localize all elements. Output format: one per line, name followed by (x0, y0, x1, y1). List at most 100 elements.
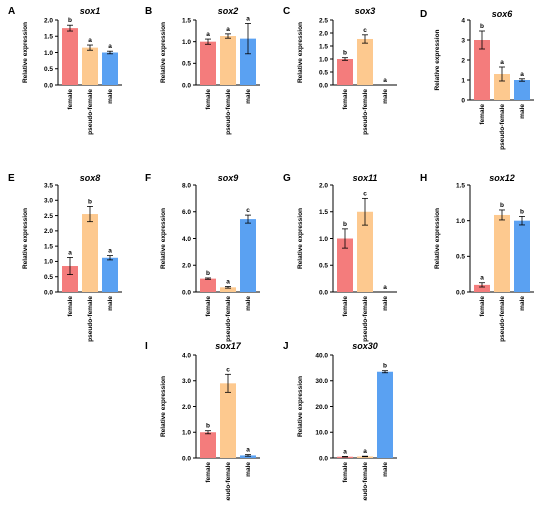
panel-label: H (420, 173, 427, 184)
y-tick-label: 0.5 (182, 61, 191, 68)
bar-male (102, 257, 118, 292)
panel-label: D (420, 9, 427, 20)
significance-letter: a (480, 275, 484, 282)
significance-letter: a (226, 26, 230, 33)
panel-label: E (8, 173, 15, 184)
y-tick-label: 0.0 (456, 289, 465, 296)
x-tick-label: pseudo-female (225, 462, 232, 501)
x-tick-label: male (245, 89, 252, 104)
y-tick-label: 2.0 (182, 263, 191, 270)
y-tick-label: 3.0 (182, 378, 191, 385)
y-tick-label: 3.5 (44, 182, 53, 189)
y-tick-label: 0.0 (44, 82, 53, 89)
bar-female (200, 432, 216, 458)
y-axis-label: Relative expression (297, 22, 304, 83)
bar-pseudo-female (357, 211, 373, 292)
y-tick-label: 1 (461, 77, 465, 84)
significance-letter: a (68, 249, 72, 256)
y-tick-label: 1.0 (319, 56, 328, 63)
x-tick-label: pseudo-female (87, 89, 94, 135)
y-tick-label: 1.0 (44, 259, 53, 266)
significance-letter: a (363, 448, 367, 455)
y-tick-label: 2.0 (44, 228, 53, 235)
panel-label: A (8, 6, 15, 17)
x-tick-label: female (205, 462, 212, 483)
y-tick-label: 2.0 (319, 30, 328, 37)
bar-male (514, 80, 530, 100)
significance-letter: a (108, 43, 112, 50)
significance-letter: a (343, 448, 347, 455)
significance-letter: b (68, 17, 72, 24)
y-axis-label: Relative expression (22, 208, 29, 269)
x-tick-label: male (245, 296, 252, 311)
chart-title: sox30 (352, 341, 378, 351)
y-axis-label: Relative expression (434, 208, 441, 269)
significance-letter: a (226, 279, 230, 286)
y-tick-label: 1.0 (182, 430, 191, 437)
panel-label: B (145, 6, 152, 17)
x-tick-label: female (479, 296, 486, 317)
bar-pseudo-female (220, 287, 236, 292)
y-tick-label: 0.0 (319, 82, 328, 89)
significance-letter: b (520, 208, 524, 215)
bar-female (474, 40, 490, 100)
y-tick-label: 1.0 (319, 236, 328, 243)
x-tick-label: female (479, 104, 486, 125)
x-tick-label: female (342, 296, 349, 317)
y-tick-label: 0.5 (319, 263, 328, 270)
chart-title: sox8 (80, 173, 101, 183)
x-tick-label: male (245, 462, 252, 477)
x-tick-label: pseudo-female (362, 89, 369, 135)
bar-female (337, 59, 353, 85)
bar-male (240, 455, 256, 458)
x-tick-label: pseudo-female (499, 104, 506, 150)
significance-letter: c (226, 366, 230, 373)
y-tick-label: 0.0 (319, 289, 328, 296)
y-tick-label: 4.0 (182, 352, 191, 359)
x-tick-label: pseudo-female (225, 89, 232, 135)
chart-title: sox3 (355, 6, 376, 16)
x-tick-label: female (342, 462, 349, 483)
y-tick-label: 4 (461, 17, 465, 24)
bar-male (102, 52, 118, 85)
bar-pseudo-female (82, 47, 98, 85)
y-axis-label: Relative expression (160, 22, 167, 83)
y-tick-label: 0 (461, 97, 465, 104)
significance-letter: b (88, 198, 92, 205)
significance-letter: a (520, 71, 524, 78)
y-tick-label: 20.0 (315, 404, 328, 411)
chart-title: sox6 (492, 9, 514, 19)
significance-letter: a (206, 31, 210, 38)
significance-letter: c (363, 27, 367, 34)
y-tick-label: 40.0 (315, 352, 328, 359)
bar-pseudo-female (220, 36, 236, 85)
panel-label: G (283, 173, 291, 184)
x-tick-label: female (342, 89, 349, 110)
y-tick-label: 3.0 (44, 198, 53, 205)
significance-letter: b (343, 50, 347, 57)
bar-pseudo-female (494, 74, 510, 100)
y-tick-label: 0.0 (319, 455, 328, 462)
panel-label: C (283, 6, 290, 17)
panel-label: F (145, 173, 151, 184)
y-tick-label: 1.0 (44, 50, 53, 57)
chart-title: sox2 (218, 6, 239, 16)
y-tick-label: 1.5 (319, 209, 328, 216)
chart-title: sox12 (489, 173, 515, 183)
bar-pseudo-female (82, 214, 98, 292)
x-tick-label: male (519, 296, 526, 311)
y-tick-label: 2 (461, 57, 465, 64)
x-tick-label: female (205, 89, 212, 110)
x-tick-label: male (519, 104, 526, 119)
x-tick-label: male (382, 296, 389, 311)
chart-title: sox17 (215, 341, 242, 351)
significance-letter: a (108, 248, 112, 255)
chart-title: sox1 (80, 6, 101, 16)
y-tick-label: 2.5 (319, 17, 328, 24)
x-tick-label: pseudo-female (499, 296, 506, 342)
x-tick-label: female (205, 296, 212, 317)
y-tick-label: 8.0 (182, 182, 191, 189)
x-tick-label: male (382, 89, 389, 104)
significance-letter: b (206, 423, 210, 430)
bar-male (240, 38, 256, 85)
